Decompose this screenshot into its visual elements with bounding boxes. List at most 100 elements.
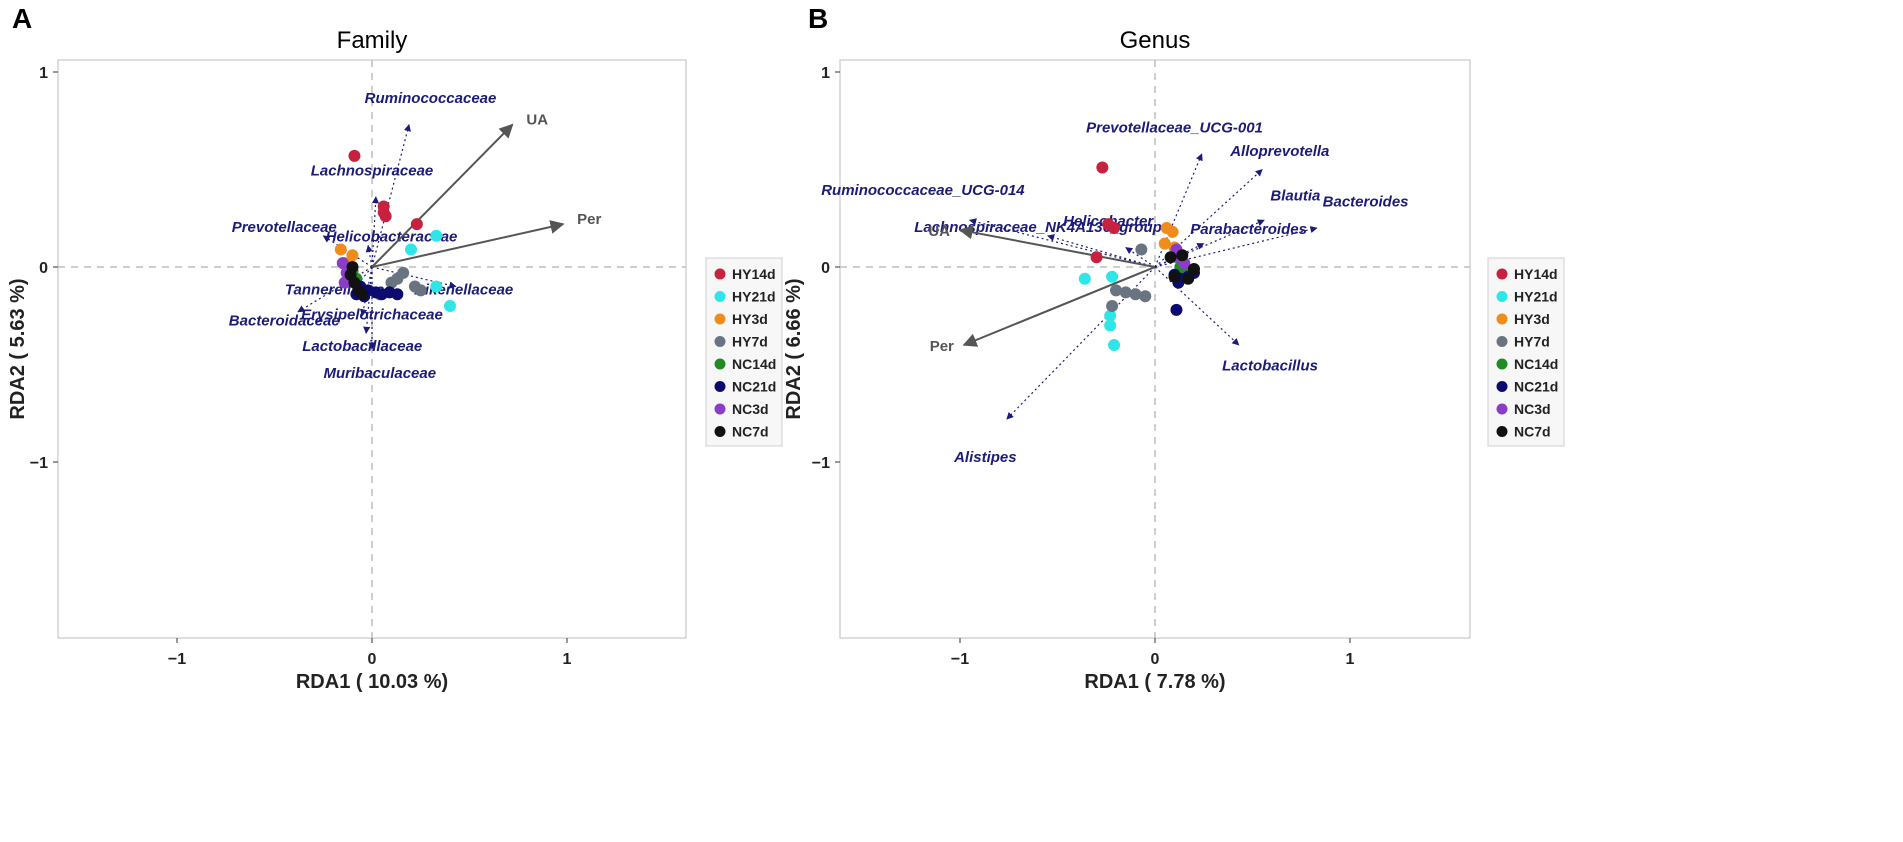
taxon-label: Lachnospiraceae [311, 162, 434, 179]
point-hy7d [1139, 290, 1152, 303]
taxon-label: Lachnospiraceae_NK4A136_group [914, 219, 1162, 236]
legend-swatch [1496, 426, 1508, 437]
point-hy3d [346, 249, 359, 262]
taxon-arrow [1154, 243, 1205, 268]
point-nc7d [1182, 272, 1195, 285]
point-hy7d [1110, 284, 1122, 297]
x-tick-label: 1 [1346, 651, 1355, 668]
taxon-label: Muribaculaceae [324, 365, 437, 382]
legend-swatch [1496, 268, 1508, 280]
legend-swatch [714, 381, 726, 392]
point-hy21d [1104, 309, 1117, 322]
taxon-label: Prevotellaceae [232, 219, 337, 236]
taxon-label: Lactobacillus [1222, 357, 1318, 374]
legend-swatch [714, 291, 726, 302]
legend-label: HY3d [1514, 311, 1550, 327]
point-hy3d [1158, 237, 1171, 250]
axis-ticks: −1 0 1 −1 0 1 [30, 65, 572, 668]
point-hy14d [1090, 251, 1103, 264]
taxon-arrow [363, 266, 373, 335]
legend-label: NC21d [1514, 379, 1558, 395]
x-tick-label: 0 [368, 651, 377, 668]
taxon-arrow [365, 244, 373, 268]
legend-label: HY21d [732, 289, 776, 305]
point-nc7d [356, 288, 369, 301]
point-hy7d [1119, 286, 1132, 299]
legend-box [1487, 257, 1565, 447]
point-hy7d [414, 284, 427, 297]
y-tick-label: 0 [821, 260, 830, 277]
legend-swatch [714, 403, 726, 415]
x-tick-label: −1 [168, 651, 186, 668]
point-hy7d [1129, 288, 1142, 301]
env-arrows: UA Per [928, 223, 1156, 355]
y-axis-label: RDA2 ( 6.66 %) [783, 278, 805, 419]
legend-swatch [714, 336, 726, 347]
taxon-label: Blautia [1270, 188, 1320, 205]
point-nc3d [336, 257, 349, 270]
legend-label: NC3d [1514, 401, 1551, 417]
legend-swatch [1496, 291, 1508, 302]
point-hy21d [430, 280, 443, 293]
point-hy21d [405, 243, 417, 256]
point-hy7d [385, 276, 398, 289]
x-tick-label: 0 [1151, 651, 1160, 668]
taxon-label: Prevotellaceae_UCG-001 [1086, 119, 1263, 136]
y-tick-label: 1 [821, 65, 830, 82]
legend: HY14d HY21d HY3d HY7d NC14d NC21d NC3d NC7d [705, 257, 783, 447]
point-nc21d [1170, 303, 1183, 316]
point-hy14d [410, 218, 423, 231]
taxon-label: Erysipelotrichaceae [301, 307, 443, 324]
y-axis-label: RDA2 ( 5.63 %) [7, 278, 29, 419]
point-nc7d [1164, 251, 1177, 264]
x-axis-label: RDA1 ( 10.03 %) [296, 671, 448, 693]
panel-a: A Family −1 0 1 −1 0 1 Ruminococcaceae Lachnos… [7, 3, 783, 693]
legend-swatch [1496, 313, 1508, 325]
point-nc21d [391, 288, 404, 301]
legend-label: HY14d [732, 266, 776, 282]
point-hy21d [430, 229, 443, 242]
legend-label: NC3d [732, 401, 769, 417]
env-arrow [371, 220, 565, 268]
point-hy21d [1078, 272, 1091, 285]
legend-label: NC21d [732, 379, 776, 395]
point-hy3d [1166, 225, 1179, 238]
point-hy21d [1108, 339, 1121, 351]
legend-swatch [1496, 358, 1508, 370]
taxon-label: Alloprevotella [1229, 143, 1329, 160]
point-hy14d [348, 149, 361, 162]
legend-label: HY14d [1514, 266, 1558, 282]
legend-label: HY3d [732, 311, 768, 327]
sample-points [334, 149, 456, 312]
panel-letter-a: A [12, 3, 32, 34]
taxon-arrow [1047, 234, 1156, 268]
legend-label: NC7d [1514, 424, 1551, 440]
taxon-arrow [371, 266, 457, 289]
y-tick-label: 1 [39, 65, 48, 82]
legend-swatch [1496, 403, 1508, 415]
point-nc7d [1188, 262, 1200, 275]
legend: HY14d HY21d HY3d HY7d NC14d NC21d NC3d NC7d [1487, 257, 1565, 447]
taxon-arrow [1125, 247, 1156, 268]
env-arrow [958, 225, 1156, 268]
legend-box [705, 257, 783, 447]
env-label: UA [526, 112, 548, 129]
y-tick-label: −1 [812, 455, 830, 472]
taxa-arrows: Ruminococcaceae Lachnospiraceae Prevotella… [229, 90, 513, 382]
taxa-arrows: Prevotellaceae_UCG-001 Alloprevotella Blau… [821, 119, 1408, 466]
legend-swatch [1496, 336, 1508, 347]
taxon-label: Bacteroidaceae [229, 313, 340, 330]
legend-label: HY21d [1514, 289, 1558, 305]
panel-letter-b: B [808, 3, 828, 34]
env-arrow [962, 266, 1156, 347]
taxon-arrow [1154, 169, 1263, 268]
point-hy14d [1108, 222, 1121, 234]
y-tick-label: 0 [39, 260, 48, 277]
legend-swatch [714, 426, 726, 437]
legend-label: NC14d [732, 356, 776, 372]
taxon-label: Lactobacillaceae [302, 338, 422, 355]
legend-label: HY7d [1514, 334, 1550, 350]
chart-title: Genus [1120, 27, 1191, 54]
taxon-label: Alistipes [953, 449, 1017, 466]
